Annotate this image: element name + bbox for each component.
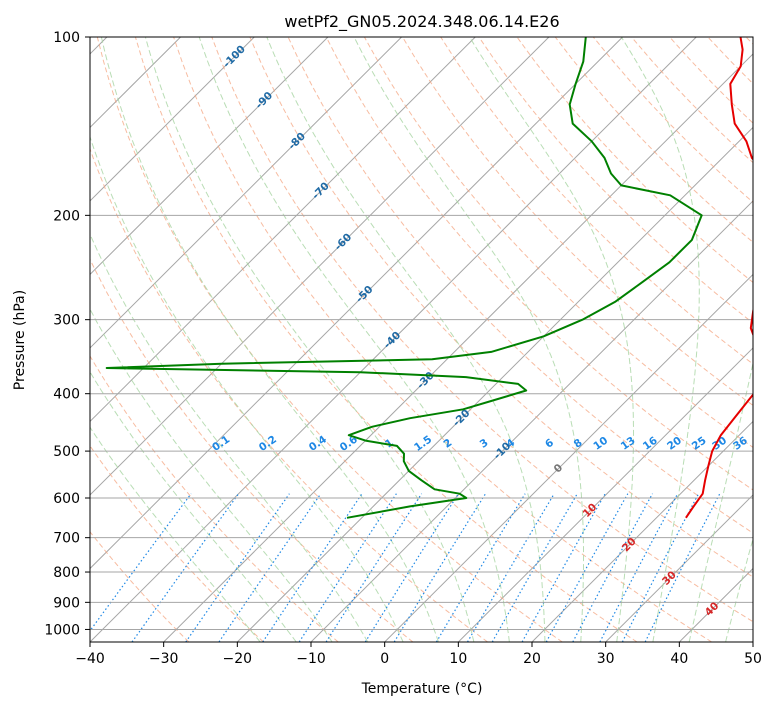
mixing-ratio-line bbox=[572, 493, 654, 642]
moist-adiabat-line bbox=[100, 37, 439, 642]
dry-adiabat-line bbox=[90, 530, 190, 642]
isotherm-line bbox=[90, 37, 329, 276]
x-axis: −40 −30 −20 −10 0 10 20 30 40 50 bbox=[75, 642, 762, 667]
isotherm-line bbox=[90, 37, 550, 496]
mixing-ratio-line bbox=[466, 493, 555, 642]
isotherm-line bbox=[531, 420, 753, 642]
y-tick-label: 300 bbox=[53, 313, 80, 329]
isotherm-line bbox=[90, 37, 402, 349]
moist-adiabat-line bbox=[144, 37, 475, 642]
moist-adiabat-line bbox=[266, 37, 546, 642]
plot-frame bbox=[89, 36, 754, 643]
moist-adiabat-line bbox=[198, 37, 510, 642]
y-tick-label: 100 bbox=[53, 30, 80, 46]
isotherm-line bbox=[163, 53, 753, 642]
dry-adiabat-lines bbox=[90, 37, 753, 642]
isotherm-line bbox=[457, 347, 753, 642]
dry-adiabat-line bbox=[90, 147, 488, 642]
dry-adiabat-line bbox=[325, 37, 753, 491]
y-axis-label: Pressure (hPa) bbox=[12, 290, 28, 390]
dry-adiabat-line bbox=[249, 37, 753, 578]
isotherm-line bbox=[90, 37, 697, 642]
mixing-ratio-line bbox=[393, 493, 487, 642]
y-tick-label: 800 bbox=[53, 565, 80, 581]
isotherm-line bbox=[90, 37, 255, 202]
x-tick-label: −20 bbox=[223, 651, 253, 667]
moist-adiabat-lines bbox=[90, 37, 753, 642]
dry-adiabat-line bbox=[402, 37, 753, 406]
y-axis: 100 200 300 400 500 600 700 800 900 1000 bbox=[44, 30, 90, 638]
y-tick-label: 600 bbox=[53, 491, 80, 507]
sounding-profiles bbox=[105, 37, 753, 519]
mixing-ratio-line bbox=[90, 493, 192, 632]
x-tick-label: 30 bbox=[597, 651, 615, 667]
dewpoint-profile-line bbox=[105, 37, 703, 519]
dry-adiabat-line bbox=[211, 37, 753, 623]
x-tick-label: 0 bbox=[380, 651, 389, 667]
x-tick-label: −40 bbox=[75, 651, 105, 667]
x-tick-label: 50 bbox=[744, 651, 762, 667]
x-tick-label: −10 bbox=[296, 651, 326, 667]
dry-adiabat-line bbox=[134, 37, 638, 642]
x-tick-label: −30 bbox=[149, 651, 179, 667]
mixing-ratio-line bbox=[185, 493, 290, 642]
isotherm-line bbox=[605, 494, 753, 642]
moist-adiabat-line bbox=[353, 37, 584, 642]
temperature-profile-line bbox=[685, 37, 753, 519]
chart-title: wetPf2_GN05.2024.348.06.14.E26 bbox=[284, 12, 559, 32]
mixing-ratio-line bbox=[545, 493, 629, 642]
dry-adiabat-line bbox=[96, 37, 563, 642]
moist-adiabat-line bbox=[90, 232, 369, 642]
x-axis-label: Temperature (°C) bbox=[361, 681, 483, 697]
moist-adiabat-line bbox=[620, 37, 700, 642]
isotherm-line bbox=[384, 273, 753, 642]
y-tick-label: 200 bbox=[53, 208, 80, 224]
isotherm-line bbox=[90, 37, 476, 423]
dry-adiabat-line bbox=[440, 37, 753, 365]
mixing-ratio-line bbox=[521, 493, 606, 642]
mixing-ratio-line bbox=[218, 493, 322, 642]
mixing-ratio-line bbox=[491, 493, 578, 642]
mixing-ratio-line bbox=[435, 493, 526, 642]
dry-adiabat-line bbox=[90, 355, 339, 642]
x-tick-label: 10 bbox=[449, 651, 467, 667]
y-tick-label: 500 bbox=[53, 444, 80, 460]
dry-adiabat-line bbox=[173, 37, 712, 642]
y-tick-label: 400 bbox=[53, 387, 80, 403]
isotherm-lines bbox=[90, 37, 753, 642]
pressure-grid-lines bbox=[90, 37, 753, 630]
y-tick-label: 700 bbox=[53, 531, 80, 547]
moist-adiabat-line bbox=[469, 37, 634, 642]
moist-adiabat-line bbox=[90, 370, 297, 642]
moist-adiabat-line bbox=[90, 135, 404, 642]
dry-adiabat-line bbox=[516, 37, 753, 284]
mixing-ratio-line bbox=[131, 493, 240, 642]
mixing-ratio-lines bbox=[90, 493, 721, 642]
x-tick-label: 20 bbox=[523, 651, 541, 667]
y-tick-label: 1000 bbox=[44, 622, 80, 638]
dry-adiabat-line bbox=[90, 258, 414, 642]
mixing-ratio-line bbox=[262, 493, 363, 642]
dry-adiabat-line bbox=[90, 445, 264, 642]
isotherm-line bbox=[236, 126, 753, 642]
plot-area: 0.1 0.2 0.4 0.6 1 1.5 2 3 4 6 8 10 13 16 20 25 30 36-100-… bbox=[90, 37, 753, 642]
x-tick-label: 40 bbox=[670, 651, 688, 667]
isotherm-line bbox=[90, 37, 623, 570]
moist-adiabat-line bbox=[90, 426, 261, 642]
y-tick-label: 900 bbox=[53, 595, 80, 611]
